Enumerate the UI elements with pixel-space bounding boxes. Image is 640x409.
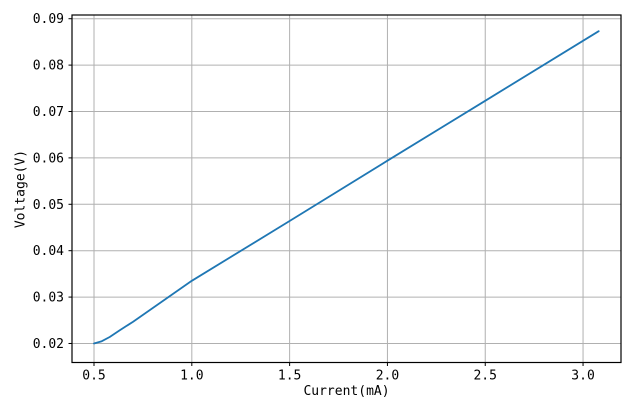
y-tick-label: 0.02 [33, 337, 64, 352]
y-tick-label: 0.07 [33, 105, 64, 120]
x-tick-label: 1.5 [278, 369, 301, 384]
x-tick-label: 2.0 [376, 369, 399, 384]
y-tick-label: 0.05 [33, 198, 64, 213]
y-tick-label: 0.04 [33, 244, 64, 259]
x-tick-label: 0.5 [82, 369, 105, 384]
y-tick-label: 0.08 [33, 59, 64, 74]
x-tick-label: 3.0 [571, 369, 594, 384]
y-axis-label: Voltage(V) [13, 149, 29, 229]
plot-border [71, 14, 622, 364]
x-axis-label: Current(mA) [303, 384, 390, 399]
y-tick-label: 0.09 [33, 12, 64, 27]
x-tick-label: 1.0 [180, 369, 203, 384]
x-tick-label: 2.5 [473, 369, 496, 384]
y-tick-label: 0.03 [33, 291, 64, 306]
y-tick-label: 0.06 [33, 151, 64, 166]
data-line [93, 30, 600, 345]
